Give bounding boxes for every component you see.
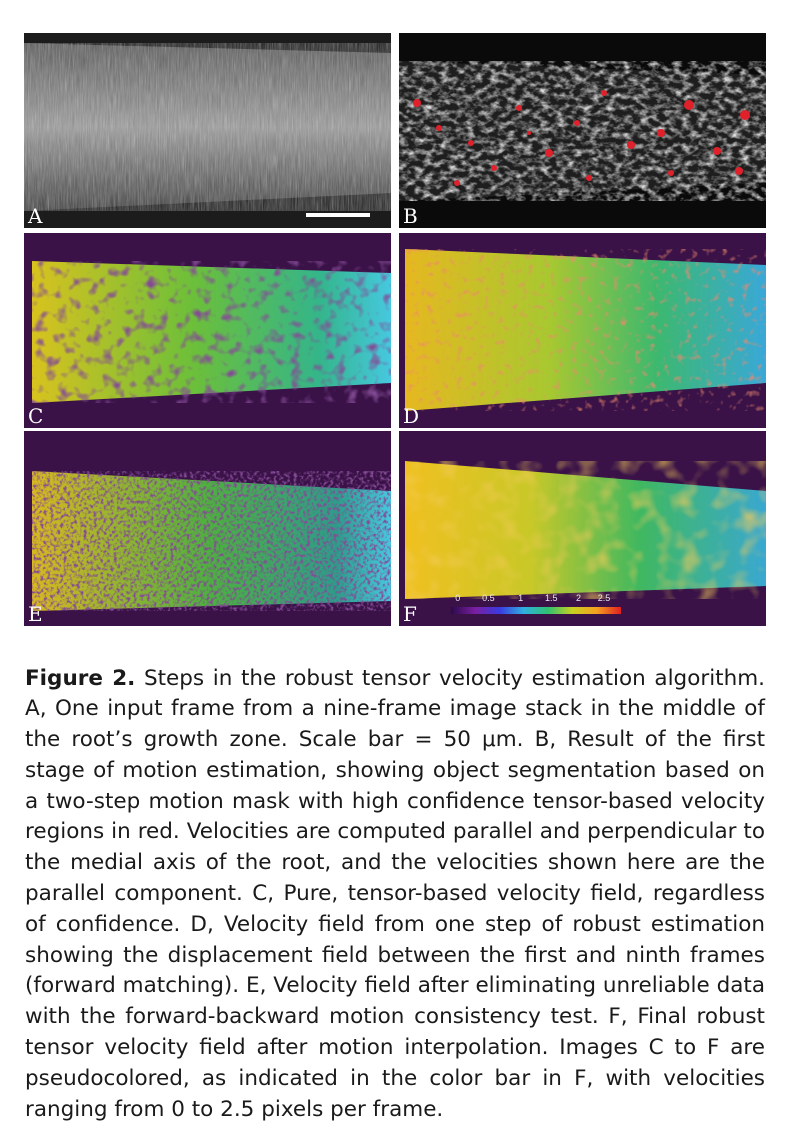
caption-lead: Figure 2. <box>25 666 135 691</box>
colorbar-tick: 2 <box>576 593 581 603</box>
panel-e-consistency-test: E <box>24 431 391 626</box>
colorbar-gradient <box>451 607 621 614</box>
panel-a-input-frame: A <box>24 33 391 228</box>
panel-e-image <box>24 431 391 626</box>
velocity-colorbar: 0 0.5 1 1.5 2 2.5 <box>451 593 621 614</box>
caption-text: Steps in the robust tensor velocity esti… <box>25 666 765 1122</box>
figure-2: A B <box>24 33 766 625</box>
panel-f-final-field: 0 0.5 1 1.5 2 2.5 F <box>399 431 766 626</box>
panel-label: F <box>403 604 417 624</box>
panel-a-image <box>24 33 391 228</box>
panel-label: E <box>28 604 43 624</box>
figure-caption: Figure 2. Steps in the robust tensor vel… <box>25 664 765 1125</box>
scale-bar <box>306 213 370 217</box>
colorbar-tick: 1.5 <box>545 593 558 603</box>
colorbar-ticks: 0 0.5 1 1.5 2 2.5 <box>451 593 621 605</box>
colorbar-tick: 1 <box>518 593 523 603</box>
panel-label: C <box>28 406 43 426</box>
panel-d-robust-step: D <box>399 233 766 428</box>
colorbar-tick: 0.5 <box>482 593 495 603</box>
panel-c-image <box>24 233 391 428</box>
panel-label: B <box>403 206 418 226</box>
panel-label: D <box>403 406 419 426</box>
panel-b-image <box>399 33 766 228</box>
colorbar-tick: 0 <box>455 593 460 603</box>
panel-b-segmentation: B <box>399 33 766 228</box>
panel-c-tensor-velocity: C <box>24 233 391 428</box>
panel-d-image <box>399 233 766 428</box>
colorbar-tick: 2.5 <box>598 593 611 603</box>
panel-label: A <box>28 206 42 226</box>
